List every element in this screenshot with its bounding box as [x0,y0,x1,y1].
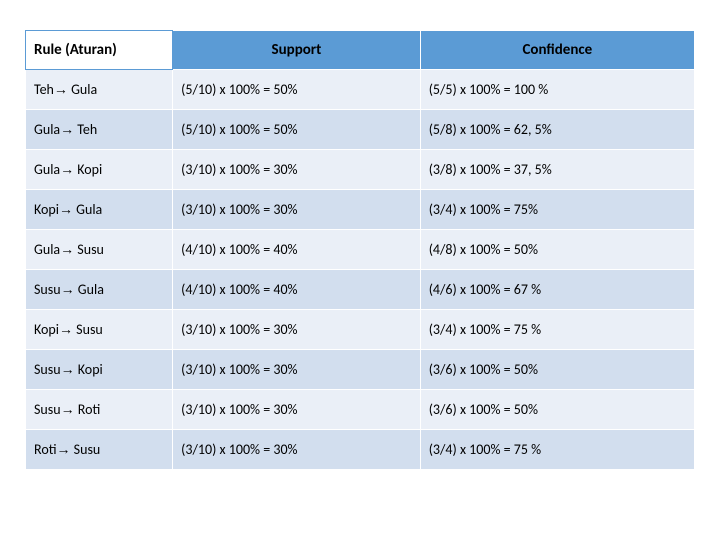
rule-to: Susu [71,441,101,458]
table-row: Susu→ Roti(3/10) x 100% = 30%(3/6) x 100… [26,390,695,430]
table-row: Kopi→ Susu(3/10) x 100% = 30%(3/4) x 100… [26,310,695,350]
rule-from: Teh [34,81,54,98]
rule-from: Gula [34,121,60,138]
table-row: Gula→ Teh(5/10) x 100% = 50%(5/8) x 100%… [26,110,695,150]
table-row: Susu→ Gula(4/10) x 100% = 40%(4/6) x 100… [26,270,695,310]
cell-rule: Kopi→ Gula [26,190,173,230]
arrow-icon: → [59,201,73,217]
rule-from: Gula [34,241,60,258]
cell-rule: Gula→ Susu [26,230,173,270]
rule-to: Gula [68,81,97,98]
cell-rule: Gula→ Teh [26,110,173,150]
cell-support: (3/10) x 100% = 30% [173,150,421,190]
cell-support: (3/10) x 100% = 30% [173,350,421,390]
arrow-icon: → [54,81,68,97]
cell-confidence: (3/4) x 100% = 75 % [420,430,694,470]
rule-from: Susu [34,281,61,298]
cell-support: (4/10) x 100% = 40% [173,270,421,310]
arrow-icon: → [60,121,74,137]
rule-from: Susu [34,361,61,378]
rule-to: Susu [73,321,103,338]
rule-to: Kopi [74,161,102,178]
cell-rule: Susu→ Roti [26,390,173,430]
rule-from: Gula [34,161,60,178]
cell-support: (5/10) x 100% = 50% [173,70,421,110]
rule-to: Teh [74,121,97,138]
rule-to: Gula [73,201,102,218]
table-row: Teh→ Gula(5/10) x 100% = 50%(5/5) x 100%… [26,70,695,110]
arrow-icon: → [60,161,74,177]
cell-confidence: (3/6) x 100% = 50% [420,350,694,390]
cell-confidence: (3/4) x 100% = 75 % [420,310,694,350]
header-rule: Rule (Aturan) [26,31,173,70]
cell-support: (3/10) x 100% = 30% [173,190,421,230]
header-confidence: Confidence [420,31,694,70]
cell-confidence: (4/8) x 100% = 50% [420,230,694,270]
cell-support: (5/10) x 100% = 50% [173,110,421,150]
table-row: Roti→ Susu(3/10) x 100% = 30%(3/4) x 100… [26,430,695,470]
association-rules-table: Rule (Aturan) Support Confidence Teh→ Gu… [25,30,695,470]
arrow-icon: → [60,241,74,257]
table-row: Gula→ Kopi(3/10) x 100% = 30%(3/8) x 100… [26,150,695,190]
arrow-icon: → [59,321,73,337]
arrow-icon: → [61,281,75,297]
cell-confidence: (3/4) x 100% = 75% [420,190,694,230]
rule-to: Susu [74,241,104,258]
rule-to: Kopi [75,361,103,378]
cell-support: (3/10) x 100% = 30% [173,430,421,470]
arrow-icon: → [61,401,75,417]
arrow-icon: → [61,361,75,377]
header-support: Support [173,31,421,70]
rule-to: Gula [75,281,104,298]
table-row: Susu→ Kopi(3/10) x 100% = 30%(3/6) x 100… [26,350,695,390]
arrow-icon: → [57,441,71,457]
cell-support: (3/10) x 100% = 30% [173,390,421,430]
cell-confidence: (5/5) x 100% = 100 % [420,70,694,110]
table-body: Teh→ Gula(5/10) x 100% = 50%(5/5) x 100%… [26,70,695,470]
cell-rule: Susu→ Gula [26,270,173,310]
cell-confidence: (3/8) x 100% = 37, 5% [420,150,694,190]
cell-rule: Teh→ Gula [26,70,173,110]
cell-rule: Susu→ Kopi [26,350,173,390]
table-header-row: Rule (Aturan) Support Confidence [26,31,695,70]
table-row: Kopi→ Gula(3/10) x 100% = 30%(3/4) x 100… [26,190,695,230]
cell-confidence: (4/6) x 100% = 67 % [420,270,694,310]
cell-rule: Kopi→ Susu [26,310,173,350]
cell-rule: Gula→ Kopi [26,150,173,190]
rule-from: Kopi [34,201,59,218]
rule-to: Roti [75,401,101,418]
cell-confidence: (5/8) x 100% = 62, 5% [420,110,694,150]
cell-support: (4/10) x 100% = 40% [173,230,421,270]
rule-from: Susu [34,401,61,418]
table-row: Gula→ Susu(4/10) x 100% = 40%(4/8) x 100… [26,230,695,270]
rule-from: Kopi [34,321,59,338]
rule-from: Roti [34,441,57,458]
cell-support: (3/10) x 100% = 30% [173,310,421,350]
cell-rule: Roti→ Susu [26,430,173,470]
cell-confidence: (3/6) x 100% = 50% [420,390,694,430]
